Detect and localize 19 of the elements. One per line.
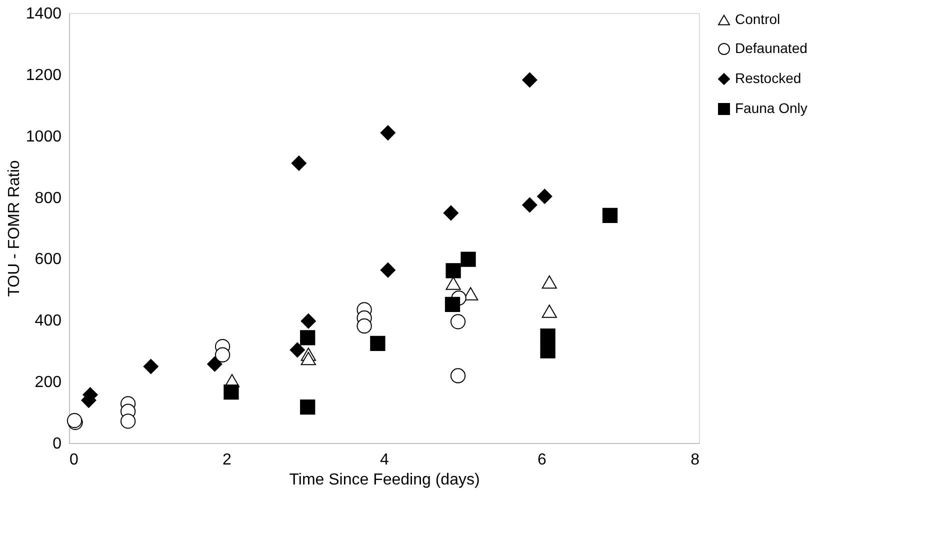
legend-label: Defaunated — [735, 40, 808, 56]
y-tick-label: 400 — [34, 312, 62, 330]
x-tick-label: 2 — [222, 452, 232, 468]
legend-label: Restocked — [735, 70, 802, 86]
x-tick-label: 8 — [690, 452, 700, 468]
legend-label: Fauna Only — [735, 100, 808, 116]
y-tick-label: 0 — [52, 436, 62, 452]
x-axis-title: Time Since Feeding (days) — [289, 472, 480, 488]
y-tick-label: 1000 — [26, 128, 62, 146]
y-tick-label: 800 — [34, 190, 62, 207]
x-tick-label: 6 — [538, 452, 547, 468]
y-tick-label: 200 — [34, 374, 62, 392]
legend-label: Control — [735, 11, 780, 27]
y-tick-label: 600 — [34, 251, 62, 268]
y-tick-label: 1400 — [26, 6, 62, 22]
x-tick-label: 0 — [70, 452, 78, 468]
y-axis-title: TOU - FOMR Ratio — [6, 160, 23, 297]
x-tick-label: 4 — [380, 452, 390, 468]
y-tick-label: 1200 — [26, 66, 62, 84]
